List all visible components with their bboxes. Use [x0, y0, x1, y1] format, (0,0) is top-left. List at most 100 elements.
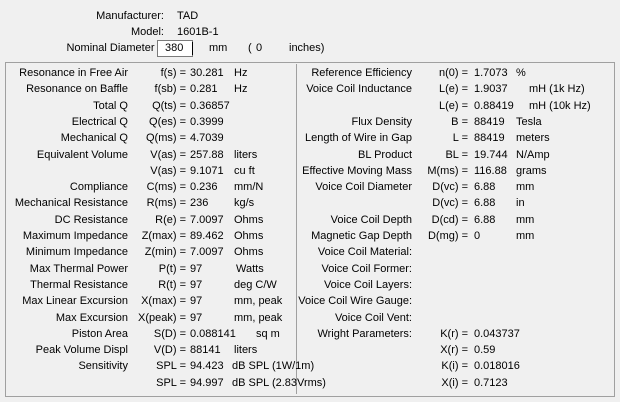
- right-param-symbol: X(r) =: [440, 344, 468, 356]
- left-param-label: Piston Area: [71, 328, 128, 340]
- left-param-symbol: f(s) =: [160, 67, 186, 79]
- model-value: 1601B-1: [177, 26, 219, 38]
- model-label: Model:: [130, 26, 164, 38]
- left-param-symbol: C(ms) =: [146, 181, 186, 193]
- left-param-value: 0.281: [190, 83, 218, 95]
- left-param-unit: dB SPL (1W/1m): [232, 360, 315, 372]
- right-param-unit: %: [516, 67, 526, 79]
- right-param-label: Flux Density: [351, 116, 412, 128]
- left-param-symbol: Q(ms) =: [145, 132, 186, 144]
- left-param-symbol: P(t) =: [158, 263, 186, 275]
- right-param-unit: Tesla: [516, 116, 542, 128]
- left-param-label: Minimum Impedance: [25, 246, 128, 258]
- left-param-value: 4.7039: [190, 132, 224, 144]
- right-param-symbol: D(cd) =: [431, 214, 468, 226]
- left-param-label: Resonance in Free Air: [19, 67, 128, 79]
- left-param-label: Sensitivity: [78, 360, 128, 372]
- diameter-input[interactable]: 380: [157, 40, 193, 57]
- left-param-label: Max Thermal Power: [29, 263, 128, 275]
- right-param-symbol: X(i) =: [441, 377, 468, 389]
- right-param-value: 1.7073: [474, 67, 508, 79]
- right-param-symbol: K(i) =: [441, 360, 468, 372]
- left-param-symbol: R(ms) =: [146, 197, 186, 209]
- right-param-unit: mm: [516, 230, 535, 242]
- right-param-label: Reference Efficiency: [311, 67, 412, 79]
- left-param-unit: mm, peak: [234, 312, 283, 324]
- left-param-symbol: Z(max) =: [141, 230, 186, 242]
- left-param-value: 97: [190, 263, 203, 275]
- right-param-unit: mm: [516, 214, 535, 226]
- left-param-symbol: R(e) =: [155, 214, 186, 226]
- right-param-label: Voice Coil Depth: [330, 214, 412, 226]
- right-param-value: 88419: [474, 116, 505, 128]
- text-caret: [192, 42, 193, 55]
- right-param-label: Wright Parameters:: [317, 328, 412, 340]
- right-param-value: 88419: [474, 132, 505, 144]
- right-param-value: 116.88: [474, 165, 507, 177]
- left-param-label: Mechanical Resistance: [14, 197, 128, 209]
- left-param-symbol: V(as) =: [150, 149, 186, 161]
- left-param-value: 94.423: [190, 360, 224, 372]
- left-param-label: Max Linear Excursion: [22, 295, 128, 307]
- right-param-label: Voice Coil Diameter: [315, 181, 412, 193]
- left-param-value: 30.281: [190, 67, 224, 79]
- right-param-value: 6.88: [474, 214, 496, 226]
- right-param-unit: mH (1k Hz): [529, 83, 585, 95]
- left-param-symbol: S(D) =: [153, 328, 186, 340]
- left-param-unit: liters: [234, 149, 258, 161]
- left-param-unit: dB SPL (2.83Vrms): [232, 377, 326, 389]
- right-param-label: Voice Coil Material:: [317, 246, 412, 258]
- left-param-label: Resonance on Baffle: [26, 83, 128, 95]
- column-divider: [296, 64, 297, 394]
- left-param-symbol: X(peak) =: [138, 312, 186, 324]
- left-param-value: 9.1071: [190, 165, 224, 177]
- left-param-value: 97: [190, 295, 203, 307]
- left-param-unit: Ohms: [234, 214, 264, 226]
- right-param-label: Voice Coil Former:: [321, 263, 412, 275]
- left-param-unit: Watts: [236, 263, 264, 275]
- diameter-unit: mm: [209, 42, 228, 54]
- right-param-symbol: L =: [452, 132, 468, 144]
- left-param-unit: Ohms: [234, 246, 264, 258]
- right-param-value: 6.88: [474, 197, 496, 209]
- left-param-unit: deg C/W: [234, 279, 277, 291]
- left-param-symbol: X(max) =: [141, 295, 186, 307]
- left-param-label: Peak Volume Displ: [35, 344, 128, 356]
- left-param-value: 0.36857: [190, 100, 230, 112]
- left-param-unit: Ohms: [234, 230, 264, 242]
- diameter-inches-unit: inches): [289, 42, 325, 54]
- right-param-value: 0.88419: [474, 100, 514, 112]
- left-param-value: 97: [190, 279, 203, 291]
- left-param-value: 0.088141: [190, 328, 236, 340]
- left-param-label: Equivalent Volume: [36, 149, 128, 161]
- right-param-symbol: B =: [451, 116, 468, 128]
- right-param-label: BL Product: [357, 149, 412, 161]
- right-param-unit: mH (10k Hz): [529, 100, 591, 112]
- left-param-label: Electrical Q: [71, 116, 128, 128]
- left-param-value: 0.236: [190, 181, 218, 193]
- left-param-value: 236: [190, 197, 209, 209]
- left-param-label: DC Resistance: [54, 214, 128, 226]
- left-param-value: 94.997: [190, 377, 224, 389]
- left-param-label: Compliance: [69, 181, 128, 193]
- right-param-unit: meters: [516, 132, 550, 144]
- left-param-label: Max Excursion: [55, 312, 128, 324]
- left-param-unit: mm, peak: [234, 295, 283, 307]
- left-param-symbol: f(sb) =: [154, 83, 186, 95]
- left-param-unit: Hz: [234, 83, 248, 95]
- left-param-symbol: Q(es) =: [149, 116, 186, 128]
- diameter-paren: (: [248, 42, 252, 54]
- left-param-unit: kg/s: [234, 197, 255, 209]
- right-param-value: 0.018016: [474, 360, 520, 372]
- right-param-unit: grams: [516, 165, 547, 177]
- left-param-label: Total Q: [93, 100, 128, 112]
- right-param-value: 1.9037: [474, 83, 508, 95]
- manufacturer-label: Manufacturer:: [96, 10, 164, 22]
- right-param-symbol: L(e) =: [438, 100, 468, 112]
- right-param-label: Voice Coil Wire Gauge:: [298, 295, 412, 307]
- left-param-symbol: Q(ts) =: [152, 100, 186, 112]
- right-param-symbol: n(0) =: [438, 67, 468, 79]
- right-param-value: 6.88: [474, 181, 496, 193]
- right-param-label: Voice Coil Layers:: [323, 279, 412, 291]
